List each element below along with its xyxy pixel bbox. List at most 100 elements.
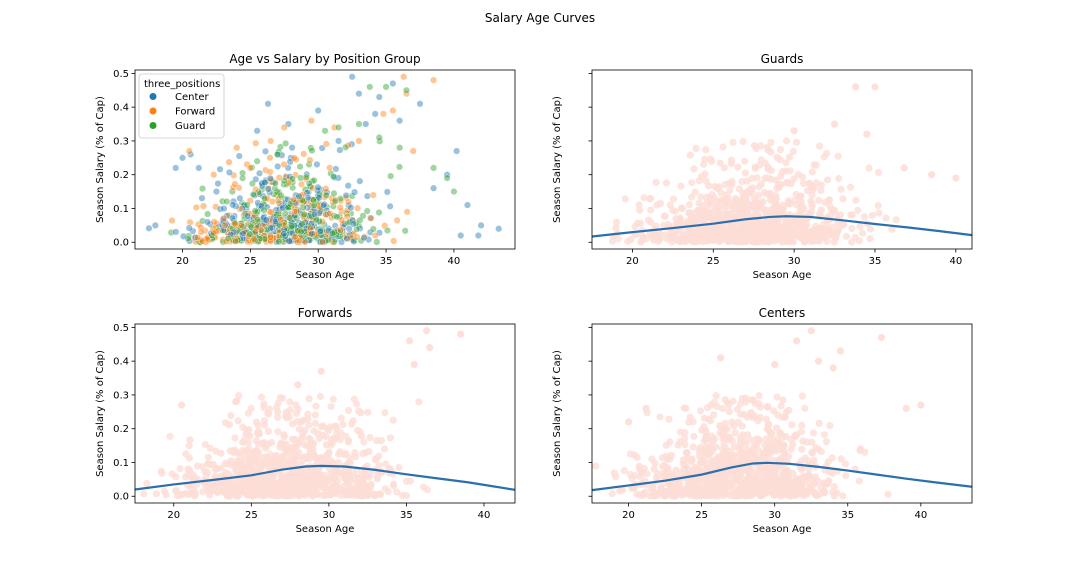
scatter-point xyxy=(405,337,414,345)
scatter-point-forward xyxy=(379,110,387,118)
scatter-point-guard xyxy=(396,163,404,171)
scatter-point xyxy=(917,401,925,409)
scatter-point xyxy=(221,419,229,427)
scatter-point-center xyxy=(315,194,323,202)
scatter-point xyxy=(805,179,813,188)
scatter-point xyxy=(231,434,239,442)
scatter-point xyxy=(185,454,193,462)
scatter-point xyxy=(305,455,313,463)
scatter-point xyxy=(344,438,353,446)
scatter-point xyxy=(762,209,770,217)
scatter-point xyxy=(685,234,693,242)
scatter-point-forward xyxy=(246,164,254,172)
scatter-point xyxy=(761,489,769,498)
scatter-point-forward xyxy=(369,191,377,199)
scatter-point xyxy=(311,419,320,427)
scatter-point xyxy=(865,164,873,172)
scatter-point xyxy=(295,425,304,433)
scatter-point-forward xyxy=(229,183,237,191)
scatter-point xyxy=(875,209,883,217)
scatter-point xyxy=(705,415,713,423)
axes-frame xyxy=(134,323,516,504)
scatter-point-forward xyxy=(210,218,218,226)
scatter-points xyxy=(135,327,515,500)
scatter-point xyxy=(820,431,829,439)
scatter-point xyxy=(846,183,855,191)
scatter-point xyxy=(749,443,758,452)
scatter-point-center xyxy=(260,216,268,224)
scatter-point-center xyxy=(314,192,322,200)
scatter-point-guard xyxy=(336,195,344,203)
scatter-point xyxy=(676,217,684,225)
scatter-point-forward xyxy=(322,185,330,193)
scatter-point xyxy=(747,410,755,419)
scatter-point-center xyxy=(280,230,288,238)
scatter-point xyxy=(204,468,212,476)
scatter-point xyxy=(636,206,644,214)
scatter-point xyxy=(696,407,705,415)
scatter-point-guard xyxy=(336,228,344,236)
scatter-point xyxy=(342,450,350,458)
scatter-point-forward xyxy=(186,218,194,226)
scatter-point-center xyxy=(340,220,348,228)
scatter-point xyxy=(682,404,690,413)
scatter-point xyxy=(773,153,781,161)
scatter-point xyxy=(286,398,294,406)
scatter-point xyxy=(809,429,818,437)
x-tick-label: 30 xyxy=(323,510,336,521)
x-tick-label: 25 xyxy=(695,510,708,521)
scatter-point xyxy=(309,492,317,500)
scatter-point xyxy=(321,456,329,464)
scatter-point xyxy=(735,230,743,238)
scatter-point-center xyxy=(266,224,274,232)
scatter-point-guard xyxy=(275,238,283,246)
scatter-point xyxy=(288,420,297,428)
scatter-point xyxy=(746,436,755,444)
scatter-point-guard xyxy=(348,192,356,200)
scatter-point-forward xyxy=(331,123,339,131)
scatter-point xyxy=(750,142,759,150)
scatter-point xyxy=(712,443,720,451)
scatter-point xyxy=(804,457,812,465)
scatter-point-center xyxy=(266,174,274,182)
scatter-point xyxy=(661,212,669,220)
scatter-point xyxy=(312,472,321,480)
scatter-point-guard xyxy=(324,236,332,244)
scatter-point xyxy=(232,398,240,406)
scatter-point xyxy=(265,410,273,418)
scatter-point-center xyxy=(356,177,364,185)
scatter-point-center xyxy=(347,204,355,212)
scatter-point xyxy=(837,455,845,463)
scatter-point-guard xyxy=(248,180,256,188)
scatter-point xyxy=(779,396,787,404)
scatter-point-center xyxy=(279,204,287,212)
scatter-point xyxy=(264,453,272,462)
scatter-point-guard xyxy=(247,223,255,231)
scatter-point xyxy=(866,235,874,243)
scatter-point xyxy=(793,337,801,345)
scatter-point-guard xyxy=(382,83,390,91)
scatter-point xyxy=(764,420,773,428)
scatter-point-center xyxy=(145,224,153,232)
scatter-point xyxy=(719,491,727,500)
scatter-point-center xyxy=(225,168,233,176)
scatter-point xyxy=(389,416,397,424)
scatter-point xyxy=(648,232,656,241)
panel-title: Guards xyxy=(761,52,804,66)
scatter-point-center xyxy=(313,160,321,168)
scatter-point-center xyxy=(179,232,187,240)
scatter-point xyxy=(753,488,761,496)
scatter-point xyxy=(713,184,722,193)
scatter-point-guard xyxy=(310,201,318,209)
scatter-point-center xyxy=(257,202,265,210)
scatter-point xyxy=(254,448,263,456)
scatter-point xyxy=(705,443,713,451)
scatter-point xyxy=(785,153,794,161)
scatter-point xyxy=(854,206,862,215)
scatter-point xyxy=(668,238,676,246)
scatter-point xyxy=(241,451,249,460)
scatter-point xyxy=(851,83,860,91)
legend-marker xyxy=(149,107,157,115)
scatter-point xyxy=(726,235,734,243)
scatter-point xyxy=(815,142,824,150)
